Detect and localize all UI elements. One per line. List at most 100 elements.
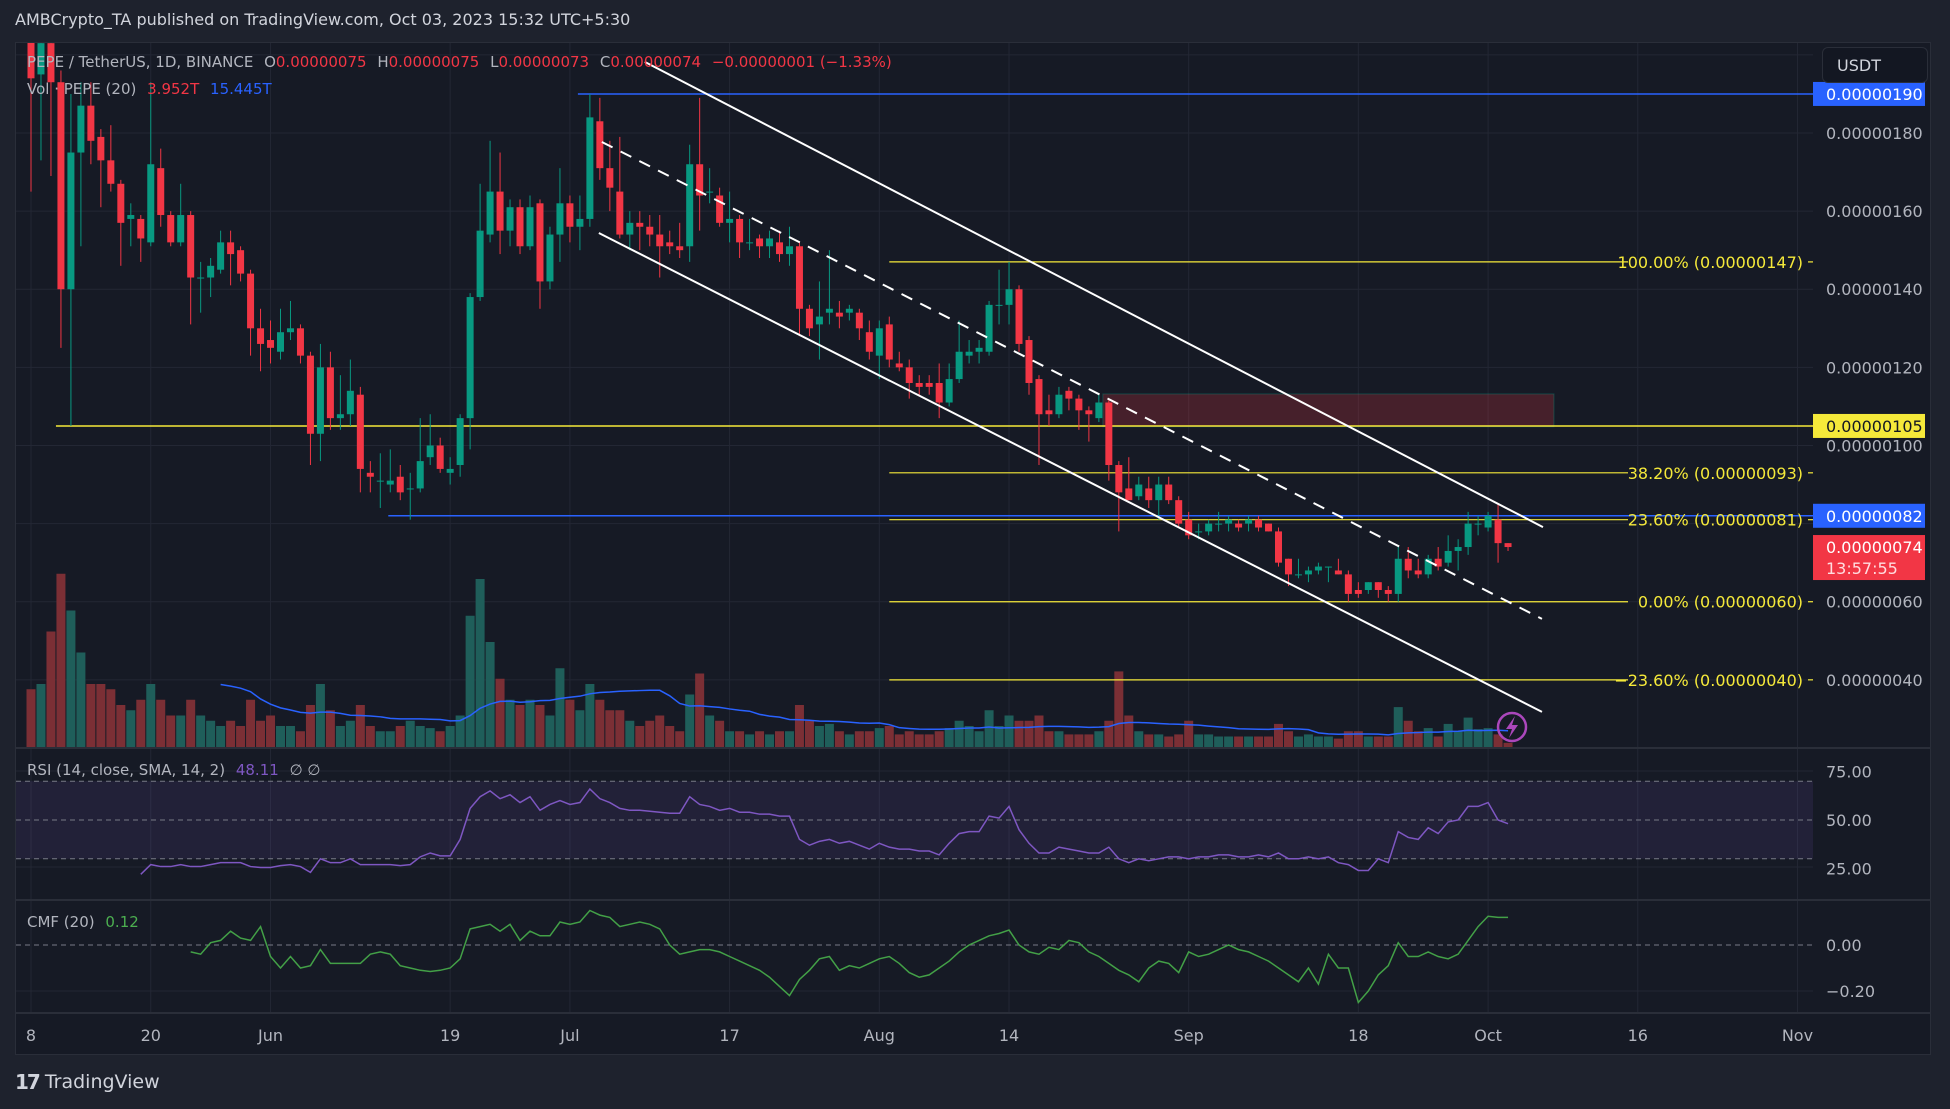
- volume-bar: [1473, 729, 1483, 747]
- volume-bar: [675, 731, 685, 747]
- candle-up: [1394, 558, 1402, 594]
- volume-bar: [585, 684, 595, 747]
- candle-up: [406, 488, 414, 490]
- candle-up: [975, 347, 983, 352]
- volume-bar: [784, 731, 794, 747]
- candle-down: [666, 242, 674, 247]
- candle-up: [277, 332, 284, 352]
- candle-up: [995, 304, 1003, 306]
- volume-bar: [1164, 736, 1174, 747]
- volume-bar: [1094, 731, 1104, 747]
- candle-down: [915, 382, 923, 387]
- volume-bar: [66, 610, 76, 747]
- candle-up: [1364, 582, 1372, 591]
- low-value: 0.00000073: [498, 53, 590, 71]
- volume-bar: [276, 726, 285, 747]
- rsi-label[interactable]: RSI (14, close, SMA, 14, 2): [27, 761, 226, 779]
- volume-bar: [1184, 720, 1194, 747]
- candle-down: [925, 382, 933, 387]
- candle-down: [1015, 289, 1023, 344]
- candle-down: [516, 207, 524, 247]
- volume-bar: [1413, 731, 1423, 747]
- fib-level-label: 0.00% (0.00000060): [1638, 593, 1803, 612]
- candle-down: [167, 215, 175, 243]
- candle-up: [207, 265, 215, 278]
- candle-down: [566, 203, 574, 227]
- candle-up: [476, 230, 484, 298]
- volume-bar: [1224, 736, 1234, 747]
- candle-down: [1025, 340, 1033, 383]
- volume-label[interactable]: Vol · PEPE (20): [27, 80, 137, 98]
- candle-up: [586, 117, 594, 219]
- volume-bar: [1054, 731, 1064, 747]
- volume-bar: [106, 689, 116, 747]
- candle-down: [1165, 484, 1173, 501]
- candle-down: [227, 242, 235, 255]
- volume-bar: [794, 705, 804, 747]
- volume-bar: [305, 705, 315, 747]
- candle-up: [376, 480, 384, 482]
- time-axis-label: 8: [26, 1026, 36, 1045]
- volume-bar: [385, 731, 395, 747]
- volume-bar: [485, 642, 495, 747]
- candle-down: [696, 164, 704, 196]
- volume-bar: [874, 728, 884, 747]
- symbol-name[interactable]: PEPE / TetherUS, 1D, BINANCE: [27, 53, 254, 71]
- volume-bar: [56, 573, 66, 747]
- candle-down: [1235, 523, 1243, 528]
- candle-up: [965, 351, 973, 356]
- publish-info: AMBCrypto_TA published on TradingView.co…: [15, 10, 631, 29]
- price-axis-label: 0.00000100: [1826, 436, 1923, 455]
- open-value: 0.00000075: [275, 53, 367, 71]
- volume-bar: [685, 694, 695, 747]
- candle-down: [646, 226, 654, 235]
- candle-up: [1454, 547, 1462, 551]
- volume-bar: [365, 726, 375, 747]
- candles: [27, 43, 1512, 602]
- candle-down: [157, 168, 165, 216]
- brand-name: TradingView: [44, 1071, 160, 1093]
- volume-bar: [1463, 717, 1473, 747]
- candle-up: [456, 418, 464, 466]
- candle-down: [935, 382, 943, 403]
- candle-up: [785, 246, 793, 255]
- volume-bar: [645, 720, 655, 747]
- price-level-tag: [1813, 81, 1925, 106]
- candle-down: [247, 273, 255, 329]
- candle-up: [316, 367, 324, 434]
- volume-bar: [1423, 728, 1433, 747]
- time-axis-label: Oct: [1474, 1026, 1502, 1045]
- candle-up: [985, 304, 993, 352]
- candle-up: [1444, 550, 1452, 563]
- volume-bar: [705, 715, 715, 747]
- volume-bar: [605, 710, 615, 747]
- candle-down: [87, 105, 95, 141]
- candle-down: [1045, 410, 1053, 415]
- candle-down: [1334, 570, 1342, 575]
- time-axis-label: 14: [999, 1026, 1019, 1045]
- volume-bar: [1004, 715, 1014, 747]
- volume-bar: [984, 710, 994, 747]
- volume-bar: [575, 710, 585, 747]
- volume-bar: [555, 668, 565, 747]
- volume-bar: [266, 715, 276, 747]
- volume-bar: [914, 734, 924, 747]
- volume-bar: [725, 731, 735, 747]
- currency-button[interactable]: USDT: [1822, 47, 1928, 83]
- volume-bar: [1044, 731, 1054, 747]
- candle-down: [267, 340, 275, 348]
- candle-down: [1284, 558, 1292, 575]
- candle-down: [1145, 488, 1153, 501]
- alert-icon[interactable]: [1496, 711, 1528, 743]
- candle-up: [506, 207, 514, 231]
- cmf-value: 0.12: [105, 913, 139, 931]
- price-axis-label: 0.00000060: [1826, 593, 1923, 612]
- volume-bar: [355, 705, 365, 747]
- candle-down: [536, 203, 544, 282]
- candle-up: [1424, 558, 1432, 575]
- candle-down: [716, 195, 724, 223]
- volume-bar: [804, 720, 814, 747]
- cmf-label[interactable]: CMF (20): [27, 913, 95, 931]
- low-label: L: [490, 53, 499, 71]
